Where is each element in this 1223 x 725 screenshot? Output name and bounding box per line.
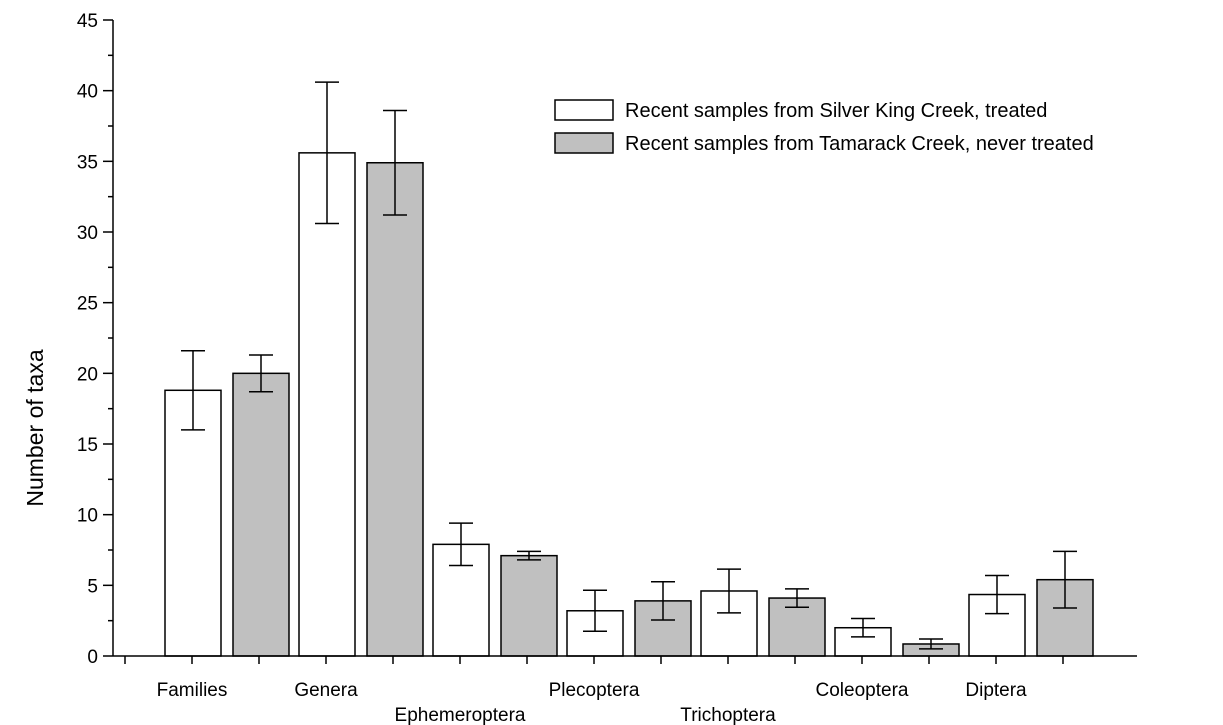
bar-1-2 bbox=[500, 554, 558, 657]
error-bar-1-5 bbox=[919, 638, 943, 650]
category-label: Ephemeroptera bbox=[395, 705, 526, 725]
error-bar-0-4 bbox=[717, 568, 741, 614]
bar-0-1 bbox=[298, 152, 356, 657]
category-label: Trichoptera bbox=[680, 705, 776, 725]
category-label: Coleoptera bbox=[816, 680, 909, 701]
bars-layer bbox=[164, 152, 1094, 657]
legend-swatch bbox=[554, 132, 614, 154]
error-bar-0-6 bbox=[985, 574, 1009, 615]
error-bars-layer bbox=[181, 81, 1077, 650]
error-bar-0-3 bbox=[583, 589, 607, 633]
category-label: Diptera bbox=[965, 680, 1027, 701]
bar-1-0 bbox=[232, 372, 290, 657]
category-label: Plecoptera bbox=[549, 680, 640, 701]
legend-item-0: Recent samples from Silver King Creek, t… bbox=[554, 99, 1047, 122]
bar-0-0 bbox=[164, 389, 222, 657]
y-tick-label: 45 bbox=[77, 11, 98, 32]
error-bar-0-2 bbox=[449, 522, 473, 567]
category-label: Families bbox=[157, 680, 228, 701]
error-bar-0-5 bbox=[851, 617, 875, 638]
y-tick-label: 5 bbox=[87, 576, 98, 597]
y-tick-label: 15 bbox=[77, 435, 98, 456]
legend-label: Recent samples from Tamarack Creek, neve… bbox=[625, 133, 1094, 155]
error-bar-1-3 bbox=[651, 581, 675, 621]
legend-item-1: Recent samples from Tamarack Creek, neve… bbox=[554, 132, 1094, 155]
category-labels: Families Genera Ephemeroptera Plecoptera Tri… bbox=[157, 680, 1027, 725]
bar-1-1 bbox=[366, 161, 424, 657]
axes-layer: 0 5 10 15 20 25 30 35 40 45 bbox=[77, 11, 1137, 668]
legend-label: Recent samples from Silver King Creek, t… bbox=[625, 100, 1047, 122]
y-tick-label: 40 bbox=[77, 82, 98, 103]
y-tick-label: 25 bbox=[77, 294, 98, 315]
y-tick-label: 0 bbox=[87, 647, 98, 668]
category-label: Genera bbox=[294, 680, 358, 701]
y-tick-label: 10 bbox=[77, 506, 98, 527]
y-axis-title: Number of taxa bbox=[22, 349, 48, 506]
error-bar-1-1 bbox=[383, 109, 407, 216]
error-bar-1-4 bbox=[785, 588, 809, 608]
error-bar-1-2 bbox=[517, 550, 541, 561]
legend-swatch bbox=[554, 99, 614, 121]
y-tick-label: 35 bbox=[77, 152, 98, 173]
y-tick-label: 30 bbox=[77, 223, 98, 244]
error-bar-0-1 bbox=[315, 81, 339, 225]
legend: Recent samples from Silver King Creek, t… bbox=[554, 99, 1094, 155]
bar-0-4 bbox=[700, 590, 758, 657]
error-bar-1-6 bbox=[1053, 550, 1077, 609]
y-tick-label: 20 bbox=[77, 364, 98, 385]
error-bar-0-0 bbox=[181, 349, 205, 431]
error-bar-1-0 bbox=[249, 354, 273, 393]
